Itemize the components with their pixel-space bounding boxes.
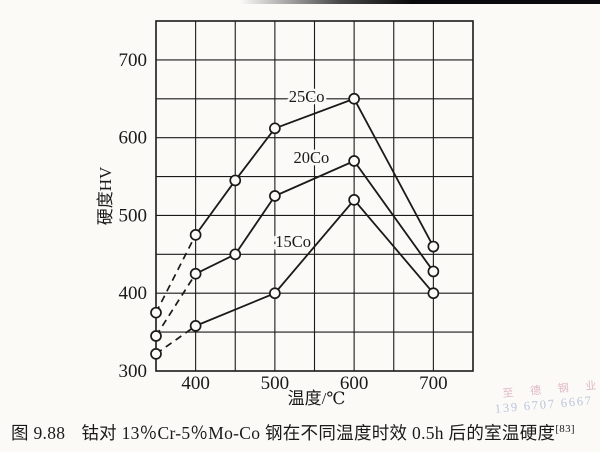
x-tick-label: 400 [181,373,210,394]
data-point-20co [348,155,360,167]
series-dashed-segment-25co [155,234,197,314]
series-line-15co [195,198,435,327]
series-label-15co: 15Co [275,232,311,251]
y-tick-label: 300 [119,361,148,382]
data-point-20co [427,265,440,278]
data-point-25co [150,306,162,319]
series-dashed-segment-20co [155,273,197,337]
figure-caption-reference: [83] [555,423,575,436]
data-point-25co [427,240,440,253]
series-label-25co: 25Co [289,87,325,106]
y-tick-label: 400 [119,283,148,304]
data-point-25co [189,229,202,241]
series-dashed-segment-15co [155,325,197,355]
data-point-20co [229,248,242,261]
figure-number: 图 9.88 [11,423,66,443]
x-tick-label: 600 [340,373,369,394]
page-edge-scan-artifact [240,0,600,4]
data-point-15co [150,348,162,360]
data-point-15co [189,320,202,332]
y-tick-label: 700 [119,50,148,71]
data-point-15co [348,194,360,206]
x-tick-label: 500 [261,373,290,394]
x-tick-label: 700 [419,373,448,394]
figure-caption: 图 9.88 钴对 13％Cr-5％Mo-Co 钢在不同温度时效 0.5h 后的室… [11,421,596,446]
data-point-20co [150,330,162,342]
plot-border [155,20,474,372]
data-point-25co [348,92,360,105]
data-point-15co [269,287,281,300]
data-point-20co [189,267,202,280]
x-axis-title: 温度/℃ [288,389,346,408]
hardness-vs-temperature-chart: 400 500 600 700 300 400 500 600 700 温度/℃ 硬度HV 25Co 2… [96,20,474,408]
data-point-25co [229,174,242,187]
data-point-20co [269,190,281,202]
y-axis-title: 硬度HV [96,166,115,225]
series-label-20co: 20Co [293,148,329,167]
data-point-15co [427,287,440,300]
y-tick-label: 500 [119,205,148,226]
data-point-25co [269,122,281,135]
figure-caption-text: 钴对 13％Cr-5％Mo-Co 钢在不同温度时效 0.5h 后的室温硬度 [81,423,556,443]
y-tick-label: 600 [119,128,148,149]
